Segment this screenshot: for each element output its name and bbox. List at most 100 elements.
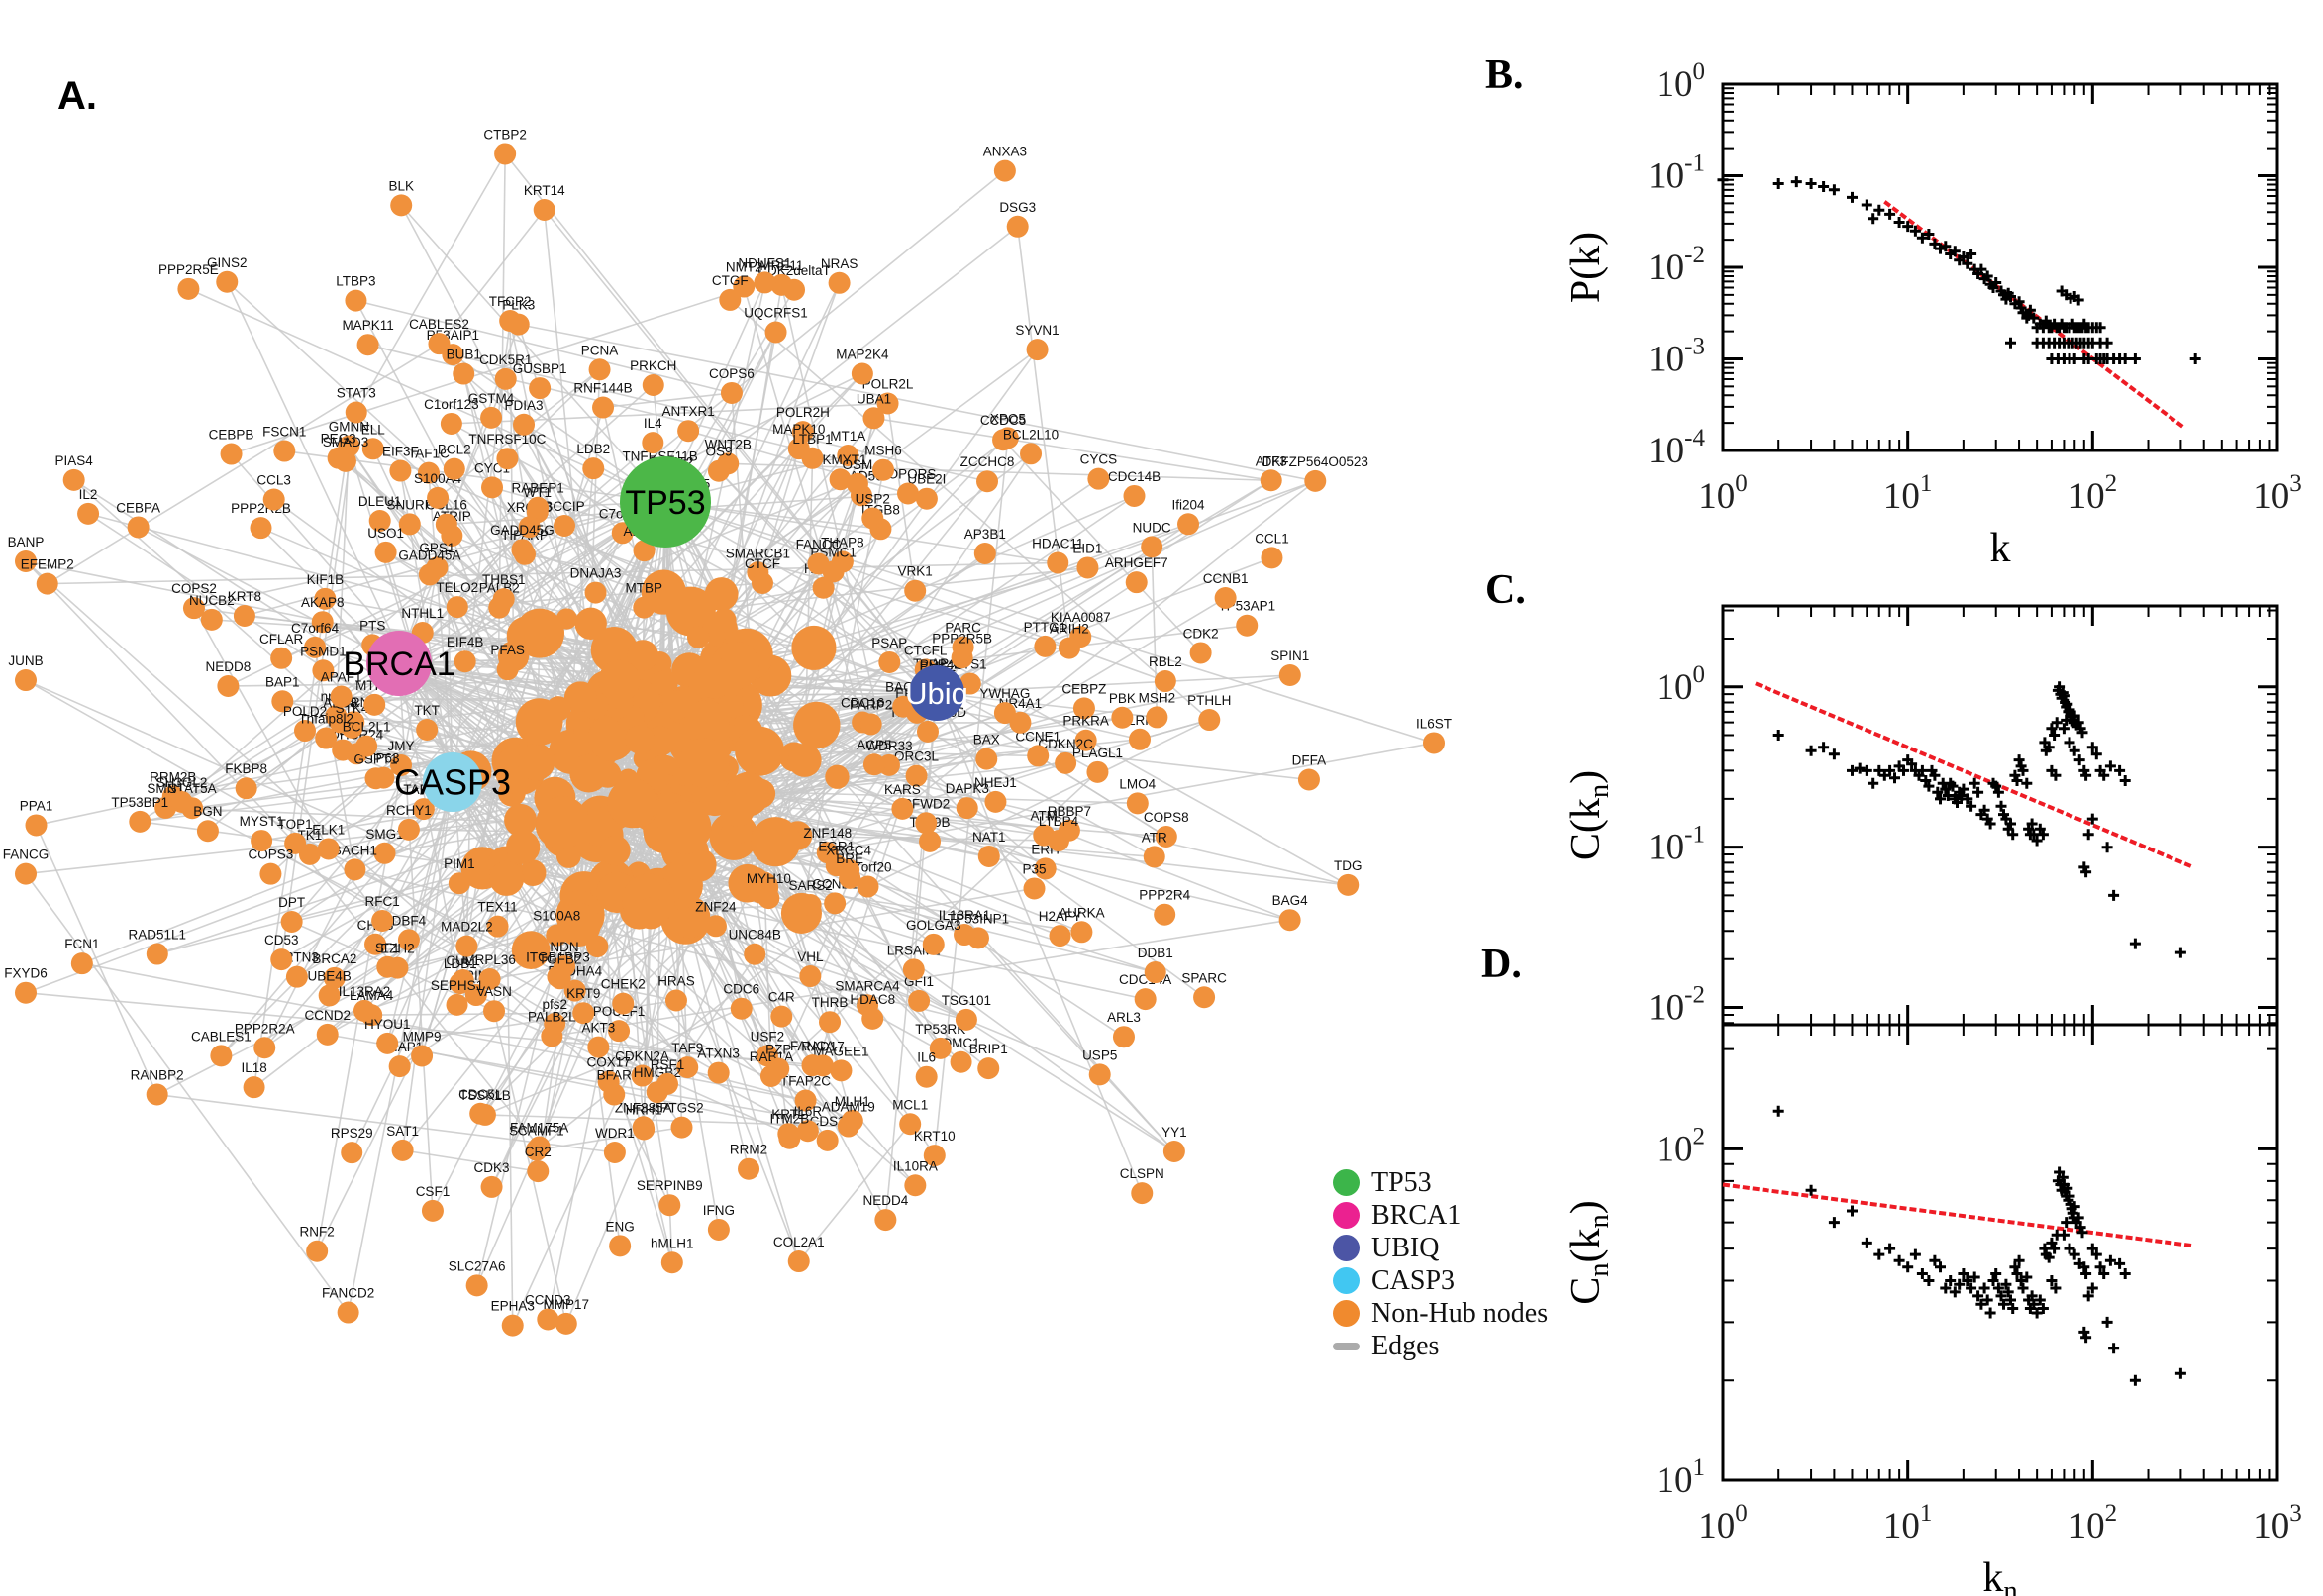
network-node-label: Ifi204	[1172, 497, 1206, 512]
network-node	[670, 1116, 693, 1139]
network-node	[428, 333, 451, 355]
network-node-label: PCNA	[581, 343, 619, 357]
network-node	[127, 516, 150, 539]
network-node	[633, 1118, 656, 1141]
network-node	[515, 698, 563, 746]
network-node	[984, 790, 1007, 813]
network-node-label: PTS	[359, 618, 385, 633]
network-node	[373, 842, 396, 864]
network-node	[492, 588, 515, 611]
network-node	[683, 700, 730, 747]
network-node-label: HRH1	[626, 1102, 662, 1117]
network-node-label: CDKN2C	[1038, 737, 1093, 751]
legend-item-brca1: BRCA1	[1333, 1199, 1548, 1232]
network-node	[15, 550, 37, 573]
network-node	[859, 713, 882, 736]
network-node-label: TOP1	[278, 817, 313, 832]
network-node	[70, 952, 93, 975]
network-edge	[599, 818, 873, 1020]
network-node-label: UNC84B	[729, 928, 781, 943]
network-node	[915, 1065, 938, 1088]
network-node-label: AKAP8	[301, 595, 345, 610]
network-node	[483, 1000, 506, 1023]
tick-label: 10-1	[1648, 822, 1705, 868]
network-node	[494, 143, 517, 165]
network-node	[904, 1174, 927, 1197]
network-node-label: ARHGEF7	[1105, 555, 1168, 570]
network-node	[546, 924, 568, 947]
network-node	[993, 159, 1016, 182]
network-node-label: DNAJA3	[570, 566, 622, 581]
network-node-label: FCN1	[64, 937, 99, 951]
network-node	[919, 830, 942, 852]
tick-label: 103	[2253, 470, 2302, 517]
network-node-label: PALB2L	[528, 1010, 576, 1025]
network-node	[473, 1103, 496, 1126]
network-node	[950, 1050, 972, 1073]
network-edge	[600, 826, 967, 1021]
network-node	[1020, 443, 1043, 465]
network-node-label: BACH1	[333, 843, 377, 857]
network-edge	[342, 501, 666, 751]
network-node-label: ELL	[361, 422, 386, 437]
network-node-label: SMN1	[147, 781, 184, 796]
network-node-label: TSSK1B	[459, 1088, 511, 1103]
network-node	[537, 1308, 559, 1331]
network-node-label: HDAC8	[850, 992, 895, 1007]
network-node	[874, 1209, 897, 1232]
network-node	[1126, 792, 1149, 815]
network-node-label: ANTXR1	[661, 404, 714, 419]
network-node-label: RAD51L1	[129, 928, 187, 943]
network-node	[504, 803, 538, 837]
network-node-label: MAPK10	[772, 422, 825, 437]
network-node-label: TNFRSF10C	[468, 432, 546, 447]
network-node	[563, 979, 586, 1002]
tick-label: 103	[2253, 1500, 2302, 1546]
network-node-label: RNF144B	[573, 381, 632, 396]
network-node	[1047, 551, 1069, 574]
network-node	[494, 367, 517, 390]
network-node-label: CEBPB	[209, 428, 254, 443]
network-node	[15, 981, 37, 1004]
network-node-label: CCNB1	[1203, 571, 1249, 586]
network-node-label: DLEU1	[358, 494, 402, 509]
network-node-label: CLSPN	[1120, 1166, 1164, 1181]
network-node	[676, 1056, 699, 1079]
network-node-label: DKFZP564O0523	[1262, 454, 1368, 469]
network-node	[905, 764, 928, 787]
fit-line	[1755, 681, 2194, 869]
axis-title: k	[1990, 526, 2011, 571]
network-node-label: S100A8	[533, 909, 580, 924]
network-node	[584, 581, 607, 604]
network-node-label: CDC14B	[1108, 469, 1161, 484]
network-node-label: DFFA	[1292, 753, 1327, 768]
network-node-label: ATM	[1031, 809, 1059, 824]
network-node	[513, 413, 536, 436]
network-node-label: PPP2R2A	[235, 1021, 295, 1036]
network-edge	[936, 692, 1144, 1194]
network-node-label: UBE4B	[308, 968, 352, 983]
network-node	[262, 488, 285, 511]
network-node	[738, 1157, 760, 1180]
network-node	[892, 695, 915, 718]
network-edge	[355, 153, 506, 413]
network-node-label: LDB1	[444, 956, 477, 971]
network-node-label: MAD2L2	[441, 920, 493, 935]
network-node-label: POLD2	[283, 704, 327, 719]
network-node-label: SH3GL2	[156, 775, 208, 790]
network-node	[363, 693, 386, 716]
network-node	[996, 427, 1019, 449]
network-node	[719, 791, 756, 827]
network-node-label: ZNF148	[803, 826, 852, 841]
network-node-label: BRIP1	[969, 1042, 1008, 1056]
network-node	[588, 358, 611, 381]
network-node	[270, 647, 293, 669]
network-edge	[475, 994, 789, 1135]
network-node-label: PPP2R5E	[158, 262, 219, 277]
network-node	[956, 797, 978, 820]
tick-label: 101	[1657, 1454, 1706, 1501]
network-node-label: USF2	[751, 1029, 785, 1044]
network-node-label: TEX11	[477, 900, 517, 915]
legend-label: TP53	[1371, 1166, 1432, 1198]
network-node-label: VHL	[797, 949, 824, 964]
